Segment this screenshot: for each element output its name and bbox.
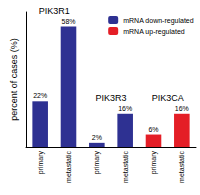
svg-text:metastatic: metastatic — [178, 151, 185, 183]
svg-text:mRNA up-regulated: mRNA up-regulated — [123, 28, 185, 36]
svg-text:16%: 16% — [175, 105, 189, 112]
svg-text:PIK3CA: PIK3CA — [152, 93, 184, 103]
svg-text:2%: 2% — [92, 134, 102, 141]
svg-text:metastatic: metastatic — [65, 151, 72, 183]
svg-text:PIK3R3: PIK3R3 — [95, 93, 126, 103]
svg-text:metastatic: metastatic — [122, 151, 129, 183]
svg-text:6%: 6% — [148, 126, 158, 133]
svg-text:primary: primary — [150, 151, 158, 175]
svg-text:primary: primary — [37, 151, 45, 175]
svg-text:58%: 58% — [61, 18, 75, 25]
svg-text:percent of cases (%): percent of cases (%) — [9, 38, 19, 121]
svg-text:PIK3R1: PIK3R1 — [39, 6, 70, 16]
svg-text:22%: 22% — [33, 92, 47, 99]
svg-text:16%: 16% — [118, 105, 132, 112]
svg-text:mRNA down-regulated: mRNA down-regulated — [123, 17, 194, 25]
svg-text:primary: primary — [93, 151, 101, 175]
